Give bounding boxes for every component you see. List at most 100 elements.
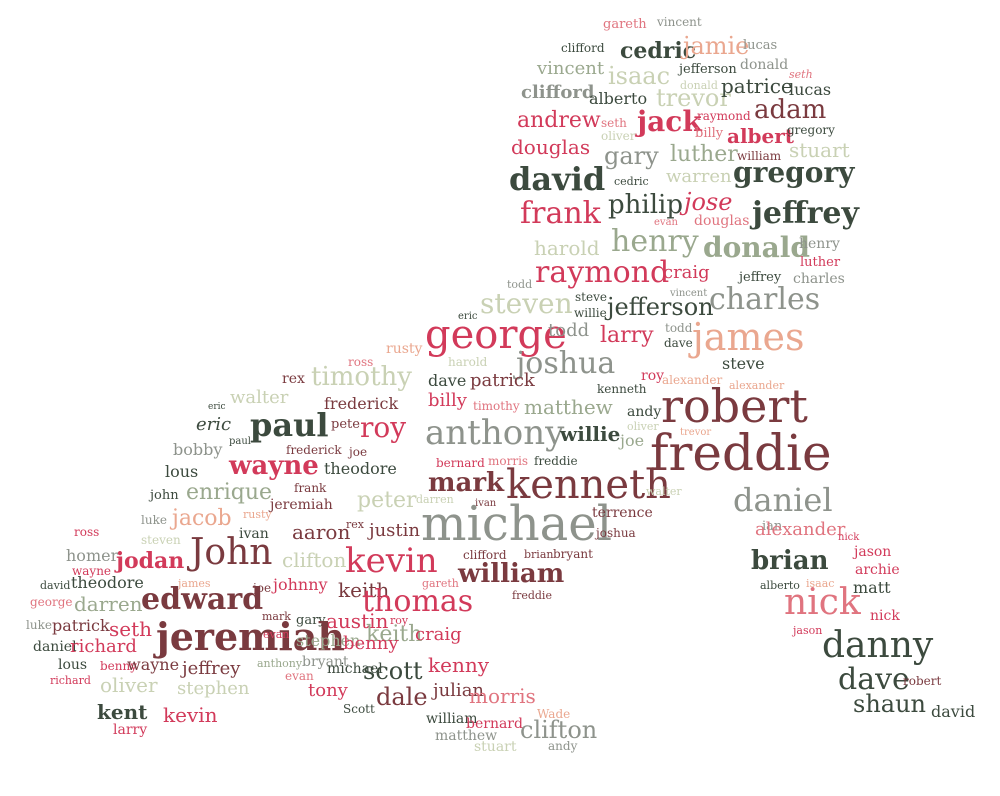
word: todd <box>665 321 693 335</box>
word: todd <box>507 278 533 291</box>
word: clifford <box>463 548 507 562</box>
word: dave <box>838 662 910 697</box>
word: gregory <box>733 156 855 189</box>
word: bryant <box>553 547 593 561</box>
word: craig <box>663 262 710 283</box>
word: joe <box>253 581 272 595</box>
word: edward <box>141 582 264 617</box>
word: ross <box>348 355 374 369</box>
word: joe <box>349 445 368 459</box>
word: austin <box>326 609 389 633</box>
word: jose <box>684 188 733 216</box>
word: seth <box>601 116 627 130</box>
word: luke <box>141 513 167 527</box>
word: theodore <box>71 573 144 592</box>
word: alberto <box>589 89 648 108</box>
word: charles <box>793 271 845 287</box>
word: ivan <box>239 526 269 542</box>
word: raymond <box>535 255 670 290</box>
word: willie <box>574 306 607 320</box>
word: clifton <box>282 548 347 572</box>
word: darren <box>74 592 143 616</box>
word: trevor <box>656 84 731 112</box>
word: peter <box>357 488 417 513</box>
word: benny <box>100 659 138 673</box>
word: william <box>458 559 565 589</box>
word: cedric <box>620 38 697 64</box>
word: cedric <box>614 175 649 188</box>
word: paul <box>229 436 252 447</box>
word: ross <box>74 525 100 539</box>
word: Scott <box>343 702 375 716</box>
word: kevin <box>345 541 438 581</box>
word: larry <box>600 323 654 348</box>
word: jason <box>854 544 892 560</box>
word: jodan <box>116 548 185 574</box>
word: rex <box>346 518 364 531</box>
word: seth <box>789 68 813 81</box>
word: charles <box>709 282 821 317</box>
word: theodore <box>324 459 397 478</box>
word: bryant <box>302 654 349 670</box>
word: nick <box>838 532 860 543</box>
word: todd <box>548 320 590 341</box>
word: paul <box>250 406 329 444</box>
word: steven <box>480 287 573 320</box>
word: brian <box>524 548 554 561</box>
word: oliver <box>627 420 659 433</box>
word: michael <box>421 496 613 552</box>
word: jack <box>637 105 702 138</box>
word: billy <box>695 126 724 141</box>
word: oliver <box>601 129 636 143</box>
word: luther <box>670 142 738 167</box>
word: henry <box>611 224 699 259</box>
word: richard <box>70 636 137 657</box>
word: nick <box>784 582 861 623</box>
word: wayne <box>72 564 112 578</box>
word: kevin <box>163 703 218 727</box>
word: adam <box>754 95 827 125</box>
word: david <box>509 160 606 198</box>
word: scott <box>363 657 423 685</box>
word: frank <box>294 481 327 495</box>
word: robert <box>903 674 942 688</box>
word: matt <box>853 578 891 597</box>
word: douglas <box>694 213 750 229</box>
word: stuart <box>789 138 850 162</box>
word: warren <box>666 166 732 187</box>
word: morris <box>469 684 536 708</box>
word: darren <box>416 493 454 506</box>
word: John <box>190 532 273 573</box>
word: keith <box>338 578 390 602</box>
word: brian <box>751 546 829 576</box>
word: thomas <box>362 584 474 619</box>
word: kenneth <box>597 382 647 396</box>
word: david <box>40 579 71 592</box>
word: raymond <box>697 109 751 123</box>
word: dave <box>428 371 467 390</box>
word: larry <box>113 722 148 738</box>
word: harold <box>534 236 600 260</box>
word: matthew <box>524 395 613 419</box>
word: james <box>692 315 805 359</box>
word: william <box>426 711 478 727</box>
word: joshua <box>596 526 636 540</box>
word: dave <box>664 336 693 350</box>
word: rusty <box>243 508 272 521</box>
word: freddie <box>650 424 832 482</box>
word: clifford <box>561 41 605 55</box>
word: stephen <box>296 631 361 650</box>
word: johnny <box>273 575 328 594</box>
word: gary <box>296 613 326 628</box>
word: kenneth <box>506 462 671 508</box>
word: donald <box>703 231 810 264</box>
word: joshua <box>516 346 616 381</box>
word: steven <box>141 533 181 547</box>
word: stuart <box>474 739 517 755</box>
word: isaac <box>608 62 671 90</box>
word: jacob <box>172 506 232 531</box>
word: rex <box>282 371 305 387</box>
word: isaac <box>806 577 835 590</box>
word: nick <box>870 608 900 624</box>
word: freddie <box>512 589 552 602</box>
